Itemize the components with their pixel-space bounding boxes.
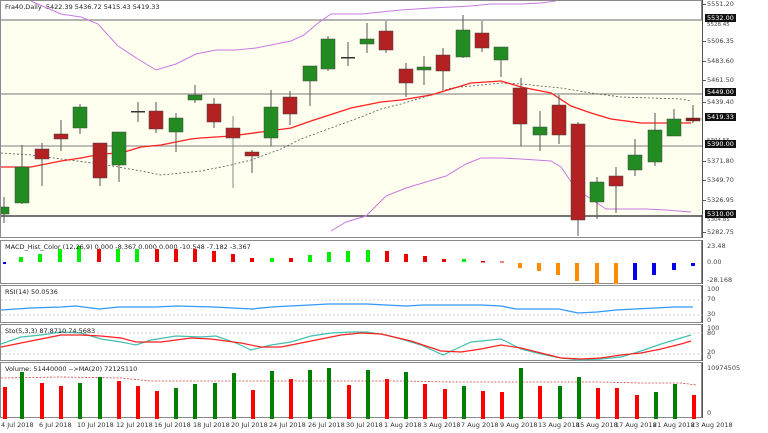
date-label: 4 Jul 2018	[1, 421, 34, 429]
symbol-ohlc-title: Fra40,Daily 5422.39 5436.72 5415.43 5419…	[5, 3, 160, 11]
price-tick: 5528.45	[707, 22, 730, 28]
level-label-5532: 5532.00	[705, 14, 736, 22]
date-label: 26 Jul 2018	[308, 421, 345, 429]
macd-axis-min: -28.168	[707, 276, 733, 284]
macd-title: MACD_Hist_Color (12,26,9) 0.000 -8.367 0…	[5, 243, 251, 251]
date-label: 6 Jul 2018	[39, 421, 72, 429]
macd-axis-zero: 0.00	[707, 258, 722, 266]
level-label-5449: 5449.00	[705, 88, 736, 96]
price-tick: 5551.20	[707, 0, 734, 8]
price-tick: 5282.75	[707, 228, 734, 236]
rsi-axis-70: 70	[707, 295, 716, 303]
bollinger-lower	[330, 157, 692, 232]
date-label: 30 Jul 2018	[346, 421, 383, 429]
macd-panel[interactable]: MACD_Hist_Color (12,26,9) 0.000 -8.367 0…	[0, 240, 702, 284]
price-axis: 5551.20 5528.45 5506.35 5483.60 5461.50 …	[702, 0, 768, 238]
level-label-5390: 5390.00	[705, 140, 736, 148]
date-label: 23 Aug 2018	[691, 421, 733, 429]
price-tick: 5304.85	[707, 217, 730, 223]
macd-axis: 23.48 0.00 -28.168	[702, 240, 768, 284]
sto-signal-line	[1, 332, 692, 360]
sto-axis-100: 100	[707, 324, 720, 332]
rsi-axis: 100 70 30 0	[702, 285, 768, 324]
rsi-axis-30: 30	[707, 310, 716, 318]
bollinger-upper	[30, 1, 557, 71]
volume-title: Volume: 51440000 -->MA(20) 72125110	[5, 365, 138, 373]
ohlc-values: 5422.39 5436.72 5415.43 5419.33	[45, 3, 160, 11]
volume-bars	[3, 368, 696, 419]
date-label: 1 Aug 2018	[384, 421, 422, 429]
volume-ma-line	[1, 376, 697, 386]
rsi-title: RSI(14) 50.0536	[5, 288, 58, 296]
date-label: 21 Aug 2018	[653, 421, 695, 429]
current-price-label: 5419.33	[705, 113, 736, 121]
date-label: 12 Jul 2018	[116, 421, 153, 429]
price-tick: 5461.50	[707, 76, 734, 84]
ma-dotted	[1, 82, 692, 176]
sto-main-line	[1, 331, 692, 361]
volume-canvas	[1, 368, 697, 419]
date-label: 17 Aug 2018	[615, 421, 657, 429]
stochastic-panel[interactable]: Sto(5,3,3) 87.8710 74.5683	[0, 324, 703, 361]
date-label: 13 Aug 2018	[538, 421, 580, 429]
price-tick: 5506.35	[707, 37, 734, 45]
price-tick: 5439.40	[707, 98, 734, 106]
stochastic-title: Sto(5,3,3) 87.8710 74.5683	[5, 327, 96, 335]
volume-axis-zero: 0	[707, 409, 712, 417]
date-label: 20 Jul 2018	[231, 421, 268, 429]
price-tick: 5371.80	[707, 157, 734, 165]
rsi-axis-100: 100	[707, 285, 720, 293]
volume-panel[interactable]: Volume: 51440000 -->MA(20) 72125110	[0, 362, 702, 419]
date-label: 3 Aug 2018	[423, 421, 461, 429]
date-label: 24 Jul 2018	[269, 421, 306, 429]
rsi-panel[interactable]: RSI(14) 50.0536	[0, 285, 703, 323]
price-tick: 5326.95	[707, 196, 734, 204]
volume-axis: 10974505 0	[702, 362, 768, 418]
symbol-title: Fra40,Daily	[5, 3, 42, 11]
date-label: 10 Jul 2018	[77, 421, 114, 429]
level-label-5310: 5310.00	[705, 210, 736, 218]
date-label: 15 Aug 2018	[576, 421, 618, 429]
stochastic-axis: 100 80 20 0	[702, 324, 768, 361]
rsi-canvas	[1, 299, 703, 316]
date-label: 18 Jul 2018	[193, 421, 230, 429]
date-label: 16 Jul 2018	[154, 421, 191, 429]
date-label: 9 Aug 2018	[500, 421, 538, 429]
price-tick: 5483.60	[707, 57, 734, 65]
candles	[1, 15, 701, 236]
price-tick: 5349.70	[707, 176, 734, 184]
sto-axis-20: 20	[707, 348, 716, 356]
stochastic-canvas	[1, 331, 703, 361]
macd-canvas	[3, 246, 695, 284]
price-chart-canvas	[1, 1, 703, 236]
sto-axis-0: 0	[707, 353, 712, 361]
volume-axis-max: 10974505	[707, 364, 741, 372]
zone-fill	[3, 20, 703, 215]
macd-histogram	[3, 246, 695, 284]
price-chart-panel[interactable]: Fra40,Daily 5422.39 5436.72 5415.43 5419…	[0, 0, 703, 238]
macd-axis-max: 23.48	[707, 242, 726, 250]
rsi-axis-0: 0	[707, 316, 712, 324]
date-label: 7 Aug 2018	[461, 421, 499, 429]
sto-axis-80: 80	[707, 329, 716, 337]
rsi-line	[1, 303, 693, 314]
